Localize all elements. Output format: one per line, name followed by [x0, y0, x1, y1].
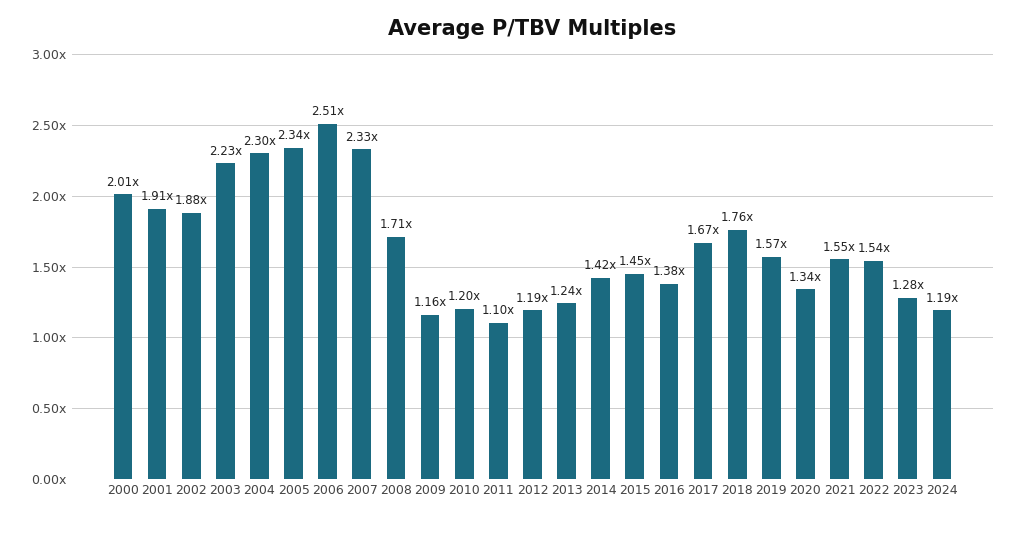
Bar: [216, 163, 234, 479]
Bar: [421, 314, 439, 479]
Bar: [728, 230, 746, 479]
Text: 1.20x: 1.20x: [447, 290, 481, 304]
Text: 2.33x: 2.33x: [345, 131, 378, 144]
Text: 1.45x: 1.45x: [618, 255, 651, 268]
Bar: [114, 194, 132, 479]
Text: 1.16x: 1.16x: [414, 296, 446, 309]
Bar: [557, 304, 575, 479]
Text: 1.34x: 1.34x: [788, 270, 822, 283]
Text: 1.19x: 1.19x: [516, 292, 549, 305]
Text: 2.34x: 2.34x: [278, 129, 310, 142]
Text: 1.24x: 1.24x: [550, 285, 584, 298]
Bar: [489, 323, 508, 479]
Bar: [387, 237, 406, 479]
Bar: [182, 213, 201, 479]
Bar: [626, 274, 644, 479]
Bar: [933, 311, 951, 479]
Bar: [147, 208, 167, 479]
Text: 1.38x: 1.38x: [652, 265, 685, 278]
Bar: [830, 259, 849, 479]
Bar: [796, 289, 815, 479]
Bar: [659, 283, 678, 479]
Text: 1.54x: 1.54x: [857, 242, 890, 255]
Text: 2.01x: 2.01x: [106, 176, 139, 189]
Text: 1.67x: 1.67x: [686, 224, 720, 237]
Text: 1.55x: 1.55x: [823, 241, 856, 254]
Text: 1.88x: 1.88x: [175, 194, 208, 207]
Text: 1.57x: 1.57x: [755, 238, 787, 251]
Text: 2.23x: 2.23x: [209, 145, 242, 158]
Bar: [864, 261, 883, 479]
Text: 1.76x: 1.76x: [721, 211, 754, 224]
Text: 1.91x: 1.91x: [140, 190, 174, 203]
Bar: [455, 309, 474, 479]
Text: 1.10x: 1.10x: [481, 305, 515, 318]
Text: 1.19x: 1.19x: [926, 292, 958, 305]
Text: 1.42x: 1.42x: [584, 259, 617, 272]
Text: 2.30x: 2.30x: [243, 135, 275, 148]
Bar: [762, 257, 780, 479]
Bar: [898, 298, 918, 479]
Text: 1.28x: 1.28x: [891, 279, 925, 292]
Bar: [693, 243, 713, 479]
Bar: [352, 149, 372, 479]
Bar: [591, 278, 610, 479]
Bar: [285, 148, 303, 479]
Bar: [523, 311, 542, 479]
Bar: [318, 123, 337, 479]
Bar: [250, 153, 269, 479]
Title: Average P/TBV Multiples: Average P/TBV Multiples: [388, 19, 677, 39]
Text: 2.51x: 2.51x: [311, 105, 344, 118]
Text: 1.71x: 1.71x: [379, 218, 413, 231]
